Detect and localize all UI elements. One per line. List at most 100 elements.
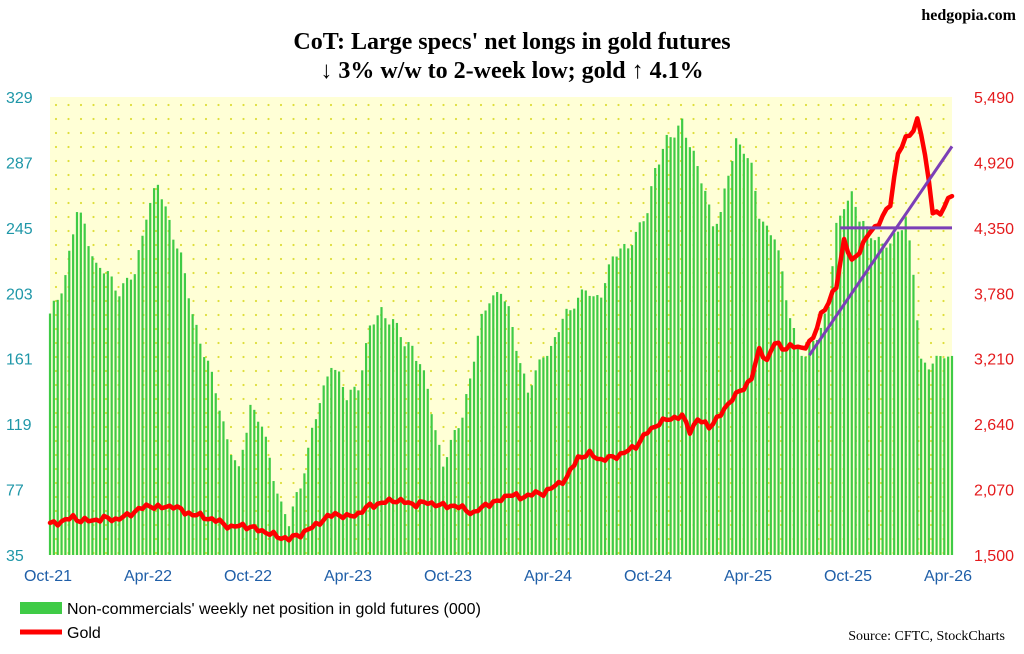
net-position-bar [461, 417, 464, 555]
right-axis-tick-label: 3,210 [974, 352, 1014, 369]
net-position-bar [550, 345, 553, 555]
net-position-bar [885, 247, 888, 556]
net-position-bar [781, 271, 784, 555]
net-position-bar [634, 231, 638, 555]
net-position-bar [862, 220, 865, 555]
net-position-bar [149, 202, 152, 555]
net-position-bar [831, 266, 834, 555]
net-position-bar [422, 370, 426, 555]
net-position-bar [434, 430, 437, 555]
net-position-bar [920, 358, 923, 555]
net-position-bar [785, 300, 788, 555]
net-position-bar [426, 388, 429, 555]
net-position-bar [361, 370, 364, 555]
net-position-bar [827, 306, 830, 555]
net-position-bar [696, 166, 699, 556]
net-position-bar [804, 356, 807, 555]
net-position-bar [307, 447, 310, 555]
net-position-bar [226, 439, 229, 555]
net-position-bar [79, 212, 82, 555]
left-axis-ticks: 35 77 119 161 203 245 287 329 [6, 90, 33, 565]
net-position-bar [199, 343, 202, 555]
net-position-bar [295, 492, 298, 555]
x-axis-tick-label: Apr-26 [924, 568, 972, 585]
net-position-bar [280, 501, 283, 555]
net-position-bar [457, 428, 460, 555]
net-position-bar [823, 313, 826, 555]
net-position-bar [64, 275, 67, 555]
net-position-bar [519, 363, 522, 555]
net-position-bar [731, 161, 734, 555]
net-position-bar [650, 186, 653, 555]
net-position-bar [711, 226, 715, 556]
net-position-bar [773, 239, 776, 555]
net-position-bar [403, 346, 406, 555]
left-axis-tick-label: 245 [6, 221, 33, 238]
net-position-bar [758, 218, 761, 555]
legend-label-gold: Gold [67, 625, 101, 642]
net-position-bar [195, 324, 198, 555]
left-axis-tick-label: 287 [6, 155, 33, 172]
net-position-bar [815, 340, 819, 555]
x-axis-tick-label: Oct-22 [224, 568, 272, 585]
net-position-bar [708, 204, 711, 555]
net-position-bar [580, 289, 584, 555]
net-position-bar [754, 190, 757, 555]
net-position-bar [619, 248, 622, 555]
net-position-bar [480, 313, 483, 555]
net-position-bar [923, 362, 927, 555]
net-position-bar [916, 320, 919, 555]
net-position-bar [391, 319, 395, 555]
net-position-bar [503, 301, 506, 555]
net-position-bar [669, 137, 672, 555]
net-position-bar [172, 239, 175, 555]
net-position-bar [87, 246, 90, 555]
net-position-bar [642, 221, 645, 555]
net-position-bar [353, 386, 356, 555]
net-position-bar [102, 273, 106, 555]
net-position-bar [299, 488, 302, 555]
net-position-bar [750, 162, 753, 556]
legend-label-bars: Non-commercials' weekly net position in … [67, 601, 481, 618]
net-position-bar [345, 400, 348, 555]
net-position-bar [72, 234, 75, 555]
net-position-bar [442, 466, 445, 555]
right-axis-tick-label: 1,500 [974, 548, 1014, 565]
net-position-bar [56, 299, 59, 555]
net-position-bar [52, 300, 55, 555]
net-position-bar [715, 223, 718, 555]
net-position-bar [118, 296, 121, 555]
x-axis-tick-label: Apr-24 [524, 568, 572, 585]
net-position-bar [476, 335, 479, 555]
net-position-bar [311, 427, 314, 555]
net-position-bar [496, 292, 499, 555]
net-position-bar [800, 355, 803, 555]
net-position-bar [210, 371, 213, 555]
net-position-bar [600, 297, 603, 555]
net-position-bar [122, 283, 125, 555]
net-position-bar [769, 235, 772, 555]
left-axis-tick-label: 161 [6, 352, 33, 369]
net-position-bar [623, 243, 626, 555]
net-position-bar [511, 327, 514, 555]
net-position-bar [526, 392, 530, 555]
net-position-bar [60, 293, 63, 555]
net-position-bar [835, 222, 838, 555]
net-position-bar [114, 290, 117, 555]
x-axis-tick-label: Oct-21 [24, 568, 72, 585]
watermark: hedgopia.com [921, 7, 1016, 24]
net-position-bar [569, 310, 572, 555]
net-position-bar [646, 213, 649, 555]
net-position-bar [869, 238, 873, 555]
net-position-bar [484, 310, 487, 555]
net-position-bar [384, 318, 387, 555]
net-position-bar [152, 188, 156, 555]
net-position-bar [846, 200, 850, 556]
net-position-bar [449, 439, 452, 555]
net-position-bar [364, 343, 368, 555]
net-position-bar [206, 360, 210, 555]
net-position-bar [777, 250, 780, 555]
net-position-bar [557, 332, 560, 555]
net-position-bar [418, 364, 422, 555]
net-position-bar [407, 342, 410, 555]
